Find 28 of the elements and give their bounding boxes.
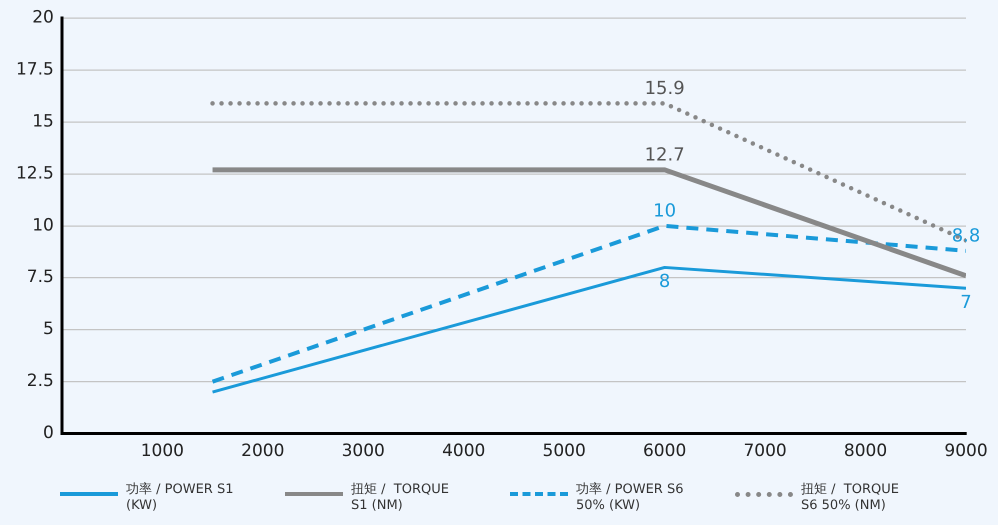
y-tick-label: 15 — [32, 111, 54, 132]
y-tick-label: 0 — [43, 423, 54, 444]
legend-label: 功率 / POWER S6 50% (KW) — [576, 482, 684, 514]
legend-label: 功率 / POWER S1 (KW) — [126, 482, 234, 514]
data-label: 7 — [960, 292, 972, 313]
x-tick-label: 8000 — [844, 441, 888, 462]
x-tick-label: 3000 — [342, 441, 385, 462]
y-tick-label: 17.5 — [16, 60, 54, 80]
x-tick-label: 4000 — [442, 441, 486, 462]
x-tick-label: 6000 — [642, 441, 686, 462]
x-tick-label: 5000 — [542, 441, 586, 462]
x-tick-label: 2000 — [241, 441, 284, 462]
x-tick-label: 1000 — [140, 441, 184, 462]
y-tick-label: 10 — [32, 215, 54, 236]
x-tick-label: 9000 — [944, 441, 988, 462]
y-tick-label: 2.5 — [26, 371, 54, 392]
data-label: 12.7 — [644, 144, 685, 166]
data-label: 8.8 — [952, 225, 980, 246]
data-label: 15.9 — [644, 78, 685, 100]
x-tick-label: 7000 — [743, 441, 787, 462]
y-tick-label: 5 — [43, 319, 54, 340]
data-label: 8 — [658, 271, 670, 292]
y-tick-label: 7.5 — [26, 267, 54, 288]
legend-label: 扭矩 / TORQUE S6 50% (NM) — [801, 482, 900, 514]
legend-label: 扭矩 / TORQUE S1 (NM) — [351, 482, 450, 514]
y-tick-label: 12.5 — [16, 163, 54, 184]
y-tick-label: 20 — [32, 8, 54, 28]
data-label: 10 — [653, 200, 676, 222]
